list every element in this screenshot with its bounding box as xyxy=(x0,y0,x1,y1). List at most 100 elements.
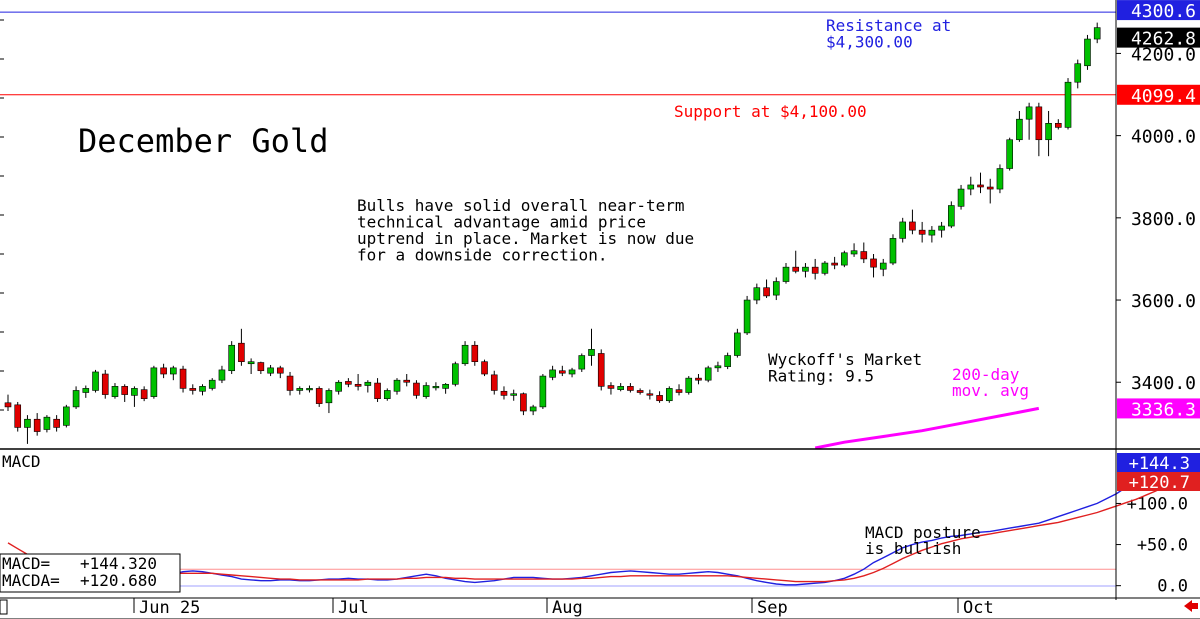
candle-body xyxy=(432,386,440,389)
candle xyxy=(53,415,60,432)
candle-body xyxy=(889,238,897,264)
resistance-tag-bg xyxy=(1117,0,1200,21)
rating-line: Wyckoff's Market xyxy=(768,350,922,369)
candle-body xyxy=(617,386,624,390)
candle xyxy=(753,283,761,305)
candle xyxy=(335,380,342,395)
candle-body xyxy=(228,344,235,372)
candle-body xyxy=(1064,81,1072,128)
candle-body xyxy=(1093,27,1101,40)
candle-body xyxy=(53,418,60,428)
macd-ytick-label: 0.0 xyxy=(1157,577,1188,597)
candle xyxy=(452,361,459,387)
candle xyxy=(889,234,897,266)
candle-body xyxy=(72,390,80,408)
candle xyxy=(704,365,712,383)
candle xyxy=(432,382,440,391)
macd-series-tag: +120.7 xyxy=(1129,473,1190,493)
candle xyxy=(228,341,235,375)
x-tick-label: Jul xyxy=(338,598,369,618)
candle xyxy=(63,404,70,428)
candle-body xyxy=(568,369,576,375)
rating-line: Rating: 9.5 xyxy=(768,367,874,386)
x-tick-label: Oct xyxy=(963,598,994,618)
candle xyxy=(160,363,167,379)
candle xyxy=(743,295,751,335)
candle xyxy=(665,386,673,403)
candle xyxy=(627,383,634,393)
candle-body xyxy=(656,395,663,402)
candle xyxy=(442,383,449,394)
candle-body xyxy=(1025,106,1033,120)
candle xyxy=(617,383,624,392)
candle-body xyxy=(743,299,751,334)
candle-body xyxy=(500,390,508,396)
candle xyxy=(306,385,313,393)
candle xyxy=(140,386,148,402)
candle xyxy=(383,388,391,401)
candle xyxy=(364,380,372,393)
candle-body xyxy=(831,262,838,266)
candle-body xyxy=(345,381,352,385)
candle-body xyxy=(792,266,800,272)
macd-note-line: is bullish xyxy=(865,539,961,558)
macd-legend-value: +120.680 xyxy=(80,571,157,590)
candle xyxy=(208,378,216,391)
candle xyxy=(481,359,488,377)
candle-body xyxy=(247,361,255,365)
candle xyxy=(199,384,206,396)
candle xyxy=(179,365,187,393)
price-ytick-label: 3400.0 xyxy=(1131,373,1196,394)
moving-average-label: 200-day xyxy=(952,365,1020,384)
candle xyxy=(559,365,566,377)
candle xyxy=(685,376,693,395)
candle xyxy=(345,378,352,388)
candle-body xyxy=(957,188,965,207)
macd-legend-value: +144.320 xyxy=(80,554,157,573)
candle-body xyxy=(276,367,284,374)
candle xyxy=(831,256,838,270)
candle-body xyxy=(1074,63,1082,83)
moving-average-line xyxy=(814,406,1040,450)
price-ytick-label: 3600.0 xyxy=(1131,291,1196,312)
candle-body xyxy=(471,344,479,362)
candle xyxy=(43,415,51,433)
candle-body xyxy=(422,385,430,397)
candle xyxy=(841,250,848,268)
candle-body xyxy=(1035,106,1043,141)
candle xyxy=(72,386,80,409)
candle xyxy=(870,254,877,278)
macd-legend-box xyxy=(0,553,181,593)
candle xyxy=(1016,110,1023,142)
candle xyxy=(315,386,323,407)
last-price-tag-bg xyxy=(1117,27,1200,48)
candle xyxy=(24,415,31,444)
candle-body xyxy=(588,349,595,356)
candle-body xyxy=(364,381,372,386)
support-tag-bg xyxy=(1117,84,1200,105)
candle xyxy=(33,413,41,436)
candle xyxy=(695,374,702,385)
candle-body xyxy=(646,393,654,396)
candle xyxy=(461,341,469,366)
candle-body xyxy=(199,386,206,392)
candle-body xyxy=(413,382,420,396)
candle-body xyxy=(909,221,916,231)
price-panel: 3400.0 3600.0 3800.0 4000.0 4200.0 xyxy=(0,11,1196,450)
macd-ytick-label: +50.0 xyxy=(1137,536,1188,556)
candle xyxy=(92,369,99,393)
candle-body xyxy=(14,404,22,428)
candle-body xyxy=(948,205,955,227)
candle xyxy=(218,365,226,384)
candle-body xyxy=(63,406,70,426)
candle-body xyxy=(160,367,167,375)
moving-average-tag-bg xyxy=(1117,398,1200,419)
candle xyxy=(354,374,362,391)
candle-body xyxy=(1006,139,1013,169)
candle xyxy=(636,388,644,395)
candle-body xyxy=(986,186,994,190)
candle xyxy=(588,328,595,366)
candle xyxy=(578,353,586,372)
candle xyxy=(1055,119,1062,130)
